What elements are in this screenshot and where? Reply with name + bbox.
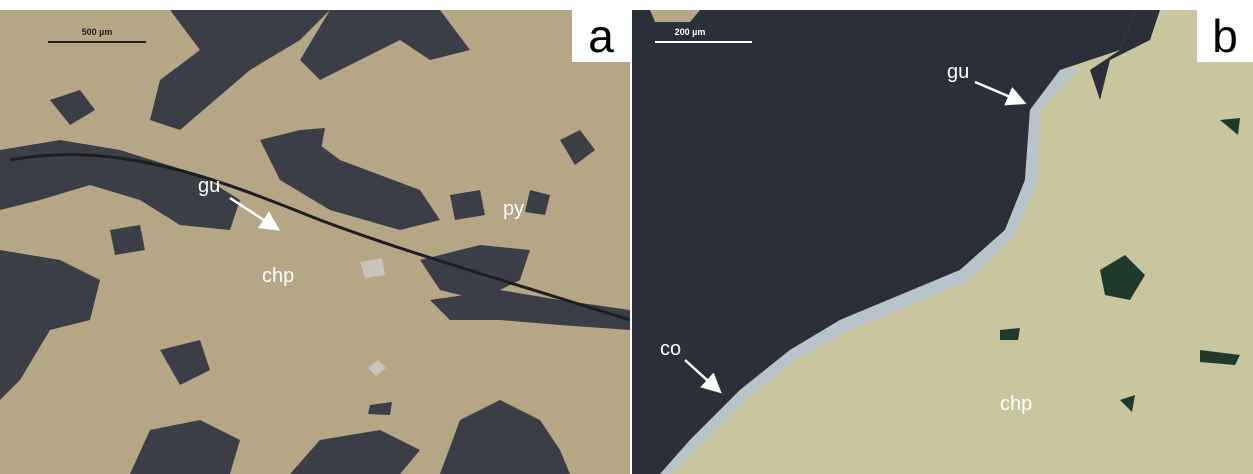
annotation: chp xyxy=(1000,393,1032,415)
panel-label: a xyxy=(588,10,614,62)
fracture xyxy=(9,153,631,322)
panel-label: b xyxy=(1212,10,1238,62)
label-box xyxy=(572,10,630,62)
label-box xyxy=(1197,10,1253,62)
annotation: gu xyxy=(947,61,969,83)
dark-region xyxy=(1090,10,1160,100)
annotation: gu xyxy=(198,175,220,197)
dark-grains xyxy=(0,10,630,474)
arrow xyxy=(229,196,281,231)
panel-b: b 200 µm gu co chp xyxy=(632,10,1253,474)
inclusions xyxy=(1000,118,1240,412)
arrow xyxy=(684,359,722,394)
micrograph-background xyxy=(0,10,630,474)
dark-region xyxy=(632,10,1135,474)
grain xyxy=(650,10,700,22)
annotation: py xyxy=(503,198,524,220)
scale-bar-label: 500 µm xyxy=(82,27,113,37)
annotation: co xyxy=(660,338,681,360)
panel-a: a 500 µm gu py chp xyxy=(0,10,631,474)
annotation: chp xyxy=(262,265,294,287)
grain xyxy=(368,360,386,376)
grain xyxy=(360,258,385,278)
gudmundite-rim xyxy=(660,68,1080,474)
scale-bar-label: 200 µm xyxy=(675,27,706,37)
arrow xyxy=(974,80,1027,106)
